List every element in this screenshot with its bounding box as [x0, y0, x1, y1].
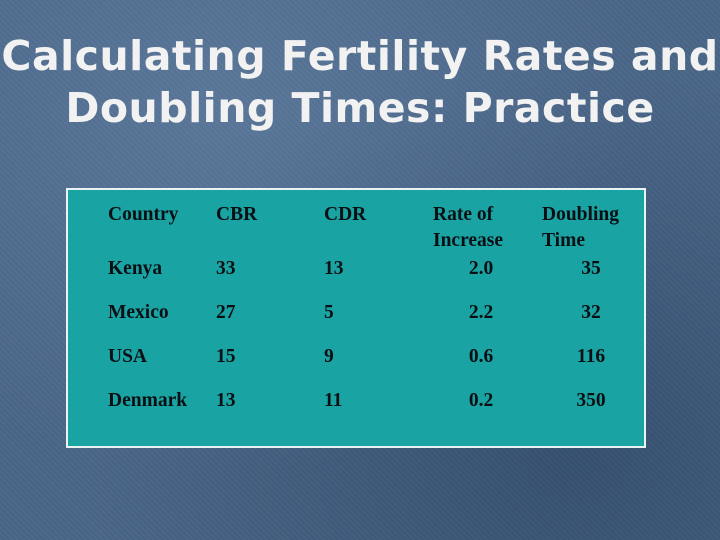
table-row-cbr: 13 [216, 390, 236, 411]
table-row-rate: 0.6 [468, 346, 494, 367]
header-doubling-line-2: Time [542, 230, 585, 251]
table-row-cbr: 33 [216, 258, 236, 279]
table-row-rate: 0.2 [468, 390, 494, 411]
table-row-cdr: 9 [324, 346, 334, 367]
table-row-country: Kenya [108, 258, 163, 279]
table-row-rate: 2.2 [468, 302, 494, 323]
table-row-cdr: 11 [324, 390, 343, 411]
table-row-cdr: 5 [324, 302, 334, 323]
table-row-cbr: 15 [216, 346, 236, 367]
table-row-doubling: 35 [581, 258, 601, 279]
header-rate-line-1: Rate of [433, 204, 494, 225]
table-row-cbr: 27 [216, 302, 236, 323]
data-table: Country CBR CDR Rate of Increase Doublin… [66, 188, 646, 448]
table-row-doubling: 350 [576, 390, 606, 411]
table-row-doubling: 32 [581, 302, 601, 323]
slide-title: Calculating Fertility Rates and Doubling… [0, 30, 720, 134]
table-row-rate: 2.0 [468, 258, 494, 279]
header-country: Country [108, 204, 179, 225]
table-row-doubling: 116 [576, 346, 606, 367]
table-row-cdr: 13 [324, 258, 344, 279]
header-cbr: CBR [216, 204, 258, 225]
header-cdr: CDR [324, 204, 367, 225]
header-doubling-line-1: Doubling [542, 204, 619, 225]
slide-title-line-1: Calculating Fertility Rates and [1, 32, 719, 80]
table-row-country: Mexico [108, 302, 169, 323]
header-rate-line-2: Increase [433, 230, 504, 251]
slide-title-line-2: Doubling Times: Practice [65, 84, 655, 132]
table-row-country: USA [108, 346, 148, 367]
table-row-country: Denmark [108, 390, 188, 411]
